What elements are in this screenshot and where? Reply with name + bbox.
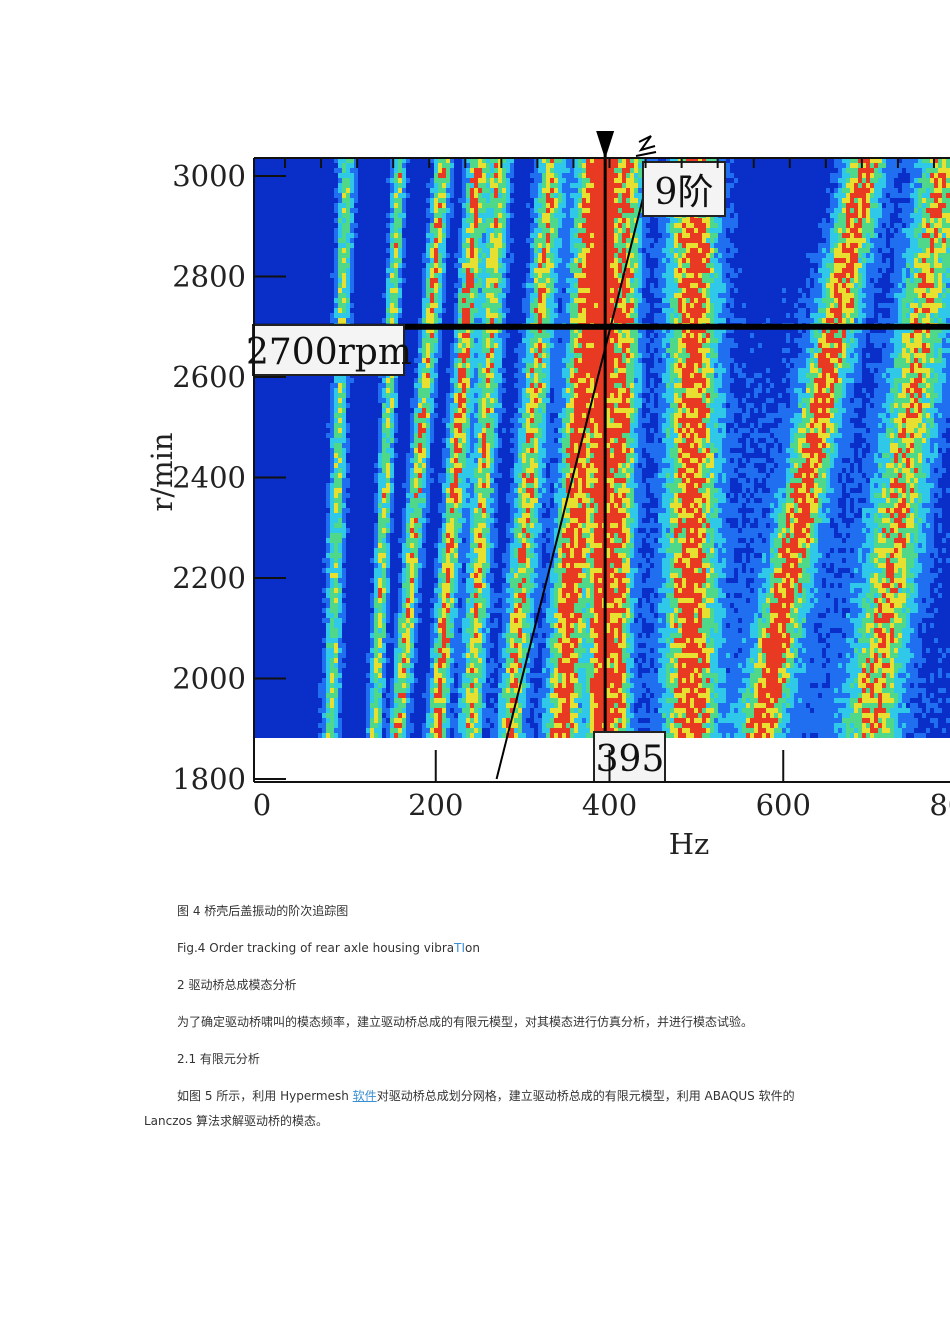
paragraph-2: 如图 5 所示，利用 Hypermesh 软件对驱动桥总成划分网格，建立驱动桥总… bbox=[177, 1089, 795, 1103]
frequency-marker-arrow bbox=[596, 131, 615, 159]
y-axis-title: r/min bbox=[145, 432, 179, 511]
section-heading-2-1: 2.1 有限元分析 bbox=[177, 1052, 260, 1066]
paragraph-1: 为了确定驱动桥啸叫的模态频率，建立驱动桥总成的有限元模型，对其模态进行仿真分析，… bbox=[177, 1015, 754, 1029]
paragraph-2-cont: Lanczos 算法求解驱动桥的模态。 bbox=[144, 1114, 328, 1128]
y-tick-label: 2400 bbox=[172, 461, 246, 495]
axis-break-mark bbox=[635, 135, 657, 157]
x-tick-label: 400 bbox=[582, 788, 637, 822]
y-tick-label: 2200 bbox=[172, 561, 246, 595]
order-line bbox=[495, 175, 650, 780]
figure-caption-cn: 图 4 桥壳后盖振动的阶次追踪图 bbox=[177, 904, 349, 918]
y-tick-label: 2600 bbox=[172, 360, 246, 394]
order-label-box bbox=[642, 161, 726, 217]
y-tick-label: 1800 bbox=[172, 762, 246, 796]
x-tick-label: 600 bbox=[756, 788, 811, 822]
figure-caption-en: Fig.4 Order tracking of rear axle housin… bbox=[177, 941, 480, 955]
spectrogram-heatmap bbox=[254, 158, 950, 738]
rpm-label: 2700rpm bbox=[246, 332, 412, 373]
x-axis-title: Hz bbox=[669, 827, 710, 861]
rpm-label-box bbox=[252, 324, 405, 376]
x-tick-label: 0 bbox=[253, 788, 271, 822]
x-tick-label: 200 bbox=[408, 788, 463, 822]
frequency-label: 395 bbox=[596, 739, 665, 780]
section-heading-2: 2 驱动桥总成模态分析 bbox=[177, 978, 297, 992]
y-tick-label: 2800 bbox=[172, 260, 246, 294]
order-label: 9阶 bbox=[655, 172, 714, 213]
y-tick-label: 3000 bbox=[172, 159, 246, 193]
software-link[interactable]: 软件 bbox=[352, 1089, 377, 1103]
y-tick-label: 2000 bbox=[172, 662, 246, 696]
x-tick-label: 800 bbox=[929, 788, 950, 822]
